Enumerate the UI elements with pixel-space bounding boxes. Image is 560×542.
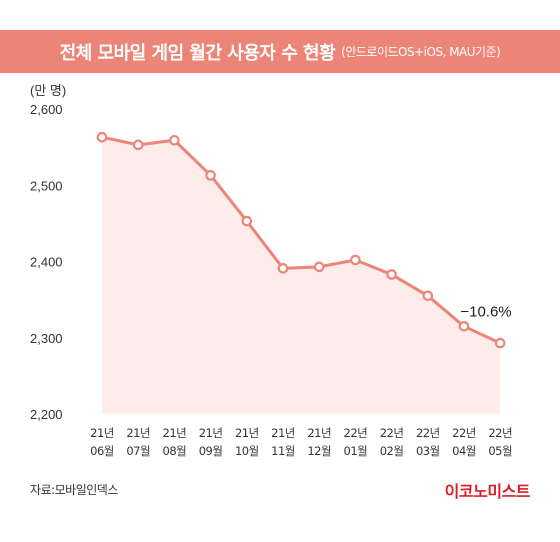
x-tick-label-year: 21년 <box>90 426 114 440</box>
x-tick-label-month: 11월 <box>271 444 295 458</box>
data-point-marker <box>169 134 180 146</box>
source-note: 자료:모바일인덱스 <box>30 483 118 497</box>
data-point-marker <box>132 139 144 151</box>
data-point-marker <box>350 254 361 266</box>
data-point-marker <box>205 170 216 181</box>
y-tick-label: 2,600 <box>30 102 63 117</box>
area-fill <box>102 137 501 414</box>
y-tick-label: 2,300 <box>30 331 63 346</box>
x-tick-label-year: 21년 <box>199 426 223 440</box>
x-tick-label-year: 22년 <box>488 426 512 440</box>
chart-title: 전체 모바일 게임 월간 사용자 수 현황 <box>59 42 336 64</box>
x-tick-label-year: 22년 <box>380 426 404 440</box>
data-point-marker <box>422 290 434 302</box>
data-point-marker <box>494 337 506 349</box>
x-tick-label-year: 21년 <box>126 426 150 440</box>
data-point-marker <box>458 321 470 332</box>
x-tick-label-year: 21년 <box>163 426 187 440</box>
x-tick-label-month: 04월 <box>452 444 476 458</box>
x-tick-label-year: 22년 <box>344 426 368 440</box>
data-point-marker <box>277 263 289 274</box>
x-tick-label-month: 10월 <box>235 444 259 458</box>
series-line <box>100 135 502 345</box>
change-annotation: −10.6% <box>460 303 511 320</box>
data-point-marker <box>386 269 397 280</box>
x-tick-label-month: 08월 <box>163 444 187 458</box>
data-point-marker <box>96 131 108 143</box>
publisher-logo: 이코노미스트 <box>444 482 531 501</box>
x-tick-label-year: 21년 <box>307 426 331 440</box>
x-tick-label-month: 02월 <box>380 444 404 458</box>
x-tick-label-month: 06월 <box>90 444 114 458</box>
data-point-marker <box>241 215 253 227</box>
y-tick-label: 2,400 <box>30 255 63 270</box>
x-tick-label-month: 01월 <box>344 444 368 458</box>
title-bar: 전체 모바일 게임 월간 사용자 수 현황 (안드로이드OS+iOS, MAU기… <box>0 30 560 73</box>
x-tick-label-month: 05월 <box>488 444 512 458</box>
x-tick-label-year: 21년 <box>235 426 259 440</box>
x-tick-label-month: 03월 <box>416 444 440 458</box>
x-tick-label-year: 22년 <box>416 426 440 440</box>
x-tick-label-month: 09월 <box>199 444 223 458</box>
x-tick-label-year: 22년 <box>452 426 476 440</box>
x-tick-label-month: 12월 <box>307 444 331 458</box>
y-tick-label: 2,200 <box>30 407 63 422</box>
x-tick-label-year: 21년 <box>271 426 295 440</box>
x-tick-label-month: 07월 <box>126 444 150 458</box>
y-tick-label: 2,500 <box>30 178 63 193</box>
data-point-marker <box>313 261 325 273</box>
y-axis-unit-label: (만 명) <box>30 83 66 98</box>
chart-subtitle: (안드로이드OS+iOS, MAU기준) <box>341 45 501 59</box>
